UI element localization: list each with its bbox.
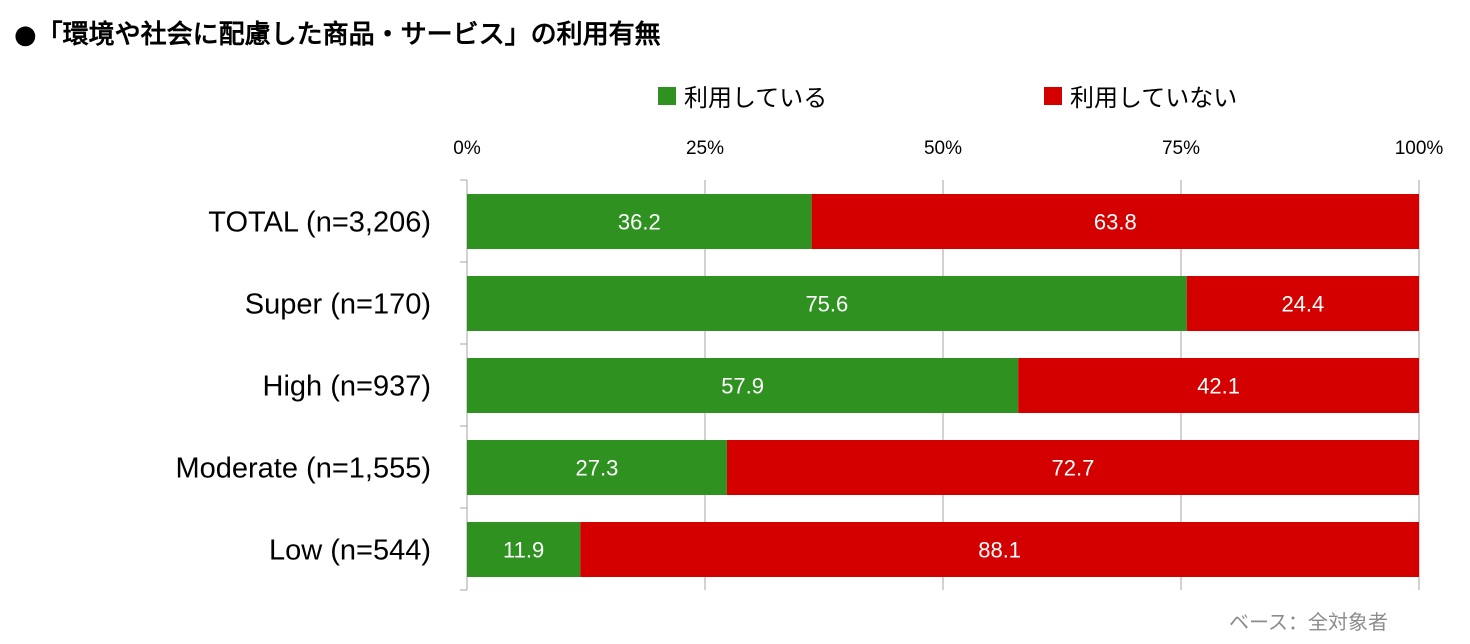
bar-segment — [726, 440, 1419, 495]
legend-label-used: 利用している — [684, 84, 828, 112]
bar-segment — [467, 522, 581, 577]
category-label: High (n=937) — [263, 371, 431, 403]
data-label: 27.3 — [576, 456, 619, 481]
bar-segment — [811, 194, 1419, 249]
chart-title: ●「環境や社会に配慮した商品・サービス」の利用有無 — [14, 20, 661, 50]
data-label: 72.7 — [1052, 456, 1095, 481]
data-label: 11.9 — [503, 538, 544, 563]
legend-item-not-used: 利用していない — [1044, 78, 1237, 113]
bar-segment — [467, 194, 812, 249]
bar-segment — [580, 522, 1419, 577]
data-label: 57.9 — [721, 374, 764, 399]
bar-segment — [467, 358, 1019, 413]
category-label: Moderate (n=1,555) — [175, 453, 431, 485]
x-tick-label: 100% — [1395, 138, 1444, 159]
legend-swatch-used — [658, 86, 676, 105]
data-label: 88.1 — [978, 538, 1021, 563]
x-tick-label: 50% — [924, 138, 962, 159]
data-label: 42.1 — [1197, 374, 1240, 399]
legend-label-not-used: 利用していない — [1070, 84, 1238, 112]
data-label: 75.6 — [805, 292, 848, 317]
x-tick-label: 25% — [686, 138, 724, 159]
category-label: Low (n=544) — [269, 535, 431, 567]
bar-segment — [467, 276, 1187, 331]
bar-segment — [1186, 276, 1419, 331]
bar-segment — [1018, 358, 1419, 413]
base-note: ベース：全対象者 — [1229, 610, 1388, 634]
data-label: 63.8 — [1094, 210, 1137, 235]
legend-item-used: 利用している — [658, 78, 827, 113]
category-label: Super (n=170) — [245, 289, 431, 321]
x-tick-label: 0% — [453, 138, 481, 159]
legend: 利用している 利用していない — [0, 78, 1470, 112]
data-label: 36.2 — [618, 210, 661, 235]
legend-swatch-not-used — [1044, 86, 1062, 105]
bar-segment — [467, 440, 727, 495]
x-tick-label: 75% — [1162, 138, 1200, 159]
category-label: TOTAL (n=3,206) — [208, 207, 431, 239]
data-label: 24.4 — [1281, 292, 1324, 317]
